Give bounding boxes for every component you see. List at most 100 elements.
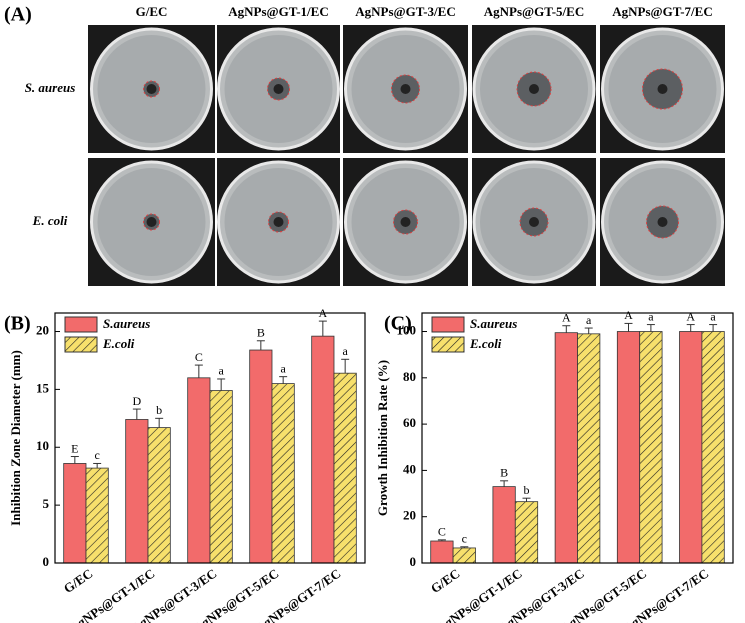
row-label: S. aureus [25,80,76,95]
error-bar [584,327,593,334]
plot-frame [421,312,734,564]
y-axis-label: Inhibition Zone Diameter (mm) [8,350,23,526]
legend-label: S.aureus [103,316,150,331]
legend-swatch [431,316,465,333]
error-bar [194,364,203,378]
bar [271,383,295,564]
bar [616,331,641,564]
bar [147,427,171,564]
bar [679,331,703,564]
significance-label: a [218,364,224,378]
error-bar [341,358,350,374]
panel-label: (B) [4,313,31,335]
significance-label: A [686,309,695,323]
column-label: AgNPs@GT-1/EC [228,4,328,19]
significance-label: C [438,525,446,539]
y-tick-label: 0 [43,554,50,569]
panel-label: (A) [4,4,32,26]
sample-well [273,217,284,227]
y-tick-label: 80 [403,369,416,384]
y-tick-label: 60 [403,415,416,430]
significance-label: D [133,394,142,408]
error-bar [646,324,655,332]
significance-label: B [500,466,508,480]
bar [85,467,109,564]
bar [333,372,357,564]
significance-label: A [624,308,633,322]
y-tick-label: 5 [43,496,50,511]
error-bar [132,408,141,420]
sample-well [657,84,668,94]
error-bar [500,480,509,487]
sample-well [273,84,284,94]
bar [554,332,578,564]
y-tick-label: 40 [403,461,416,476]
y-tick-label: 10 [36,438,49,453]
bar [311,335,335,564]
row-label: E. coli [32,213,68,228]
legend-swatch [431,336,465,353]
y-tick-label: 20 [403,508,416,523]
error-bar [217,378,226,391]
bar [249,349,273,564]
error-bar [624,322,633,332]
x-tick-label: G/EC [428,566,463,597]
bar [514,501,539,564]
error-bar [562,325,571,333]
bar [701,331,725,564]
significance-label: C [195,350,203,364]
column-label: AgNPs@GT-5/EC [484,4,584,19]
y-tick-label: 15 [36,380,50,395]
significance-label: A [562,310,571,324]
significance-label: B [257,326,265,340]
significance-label: b [156,403,162,417]
error-bar [709,324,718,332]
significance-label: c [94,448,99,462]
bar [492,486,516,564]
sample-well [529,84,539,94]
y-tick-label: 0 [410,554,417,569]
legend-swatch [64,336,98,353]
y-tick-label: 100 [397,323,417,338]
significance-label: a [586,313,592,327]
bar [63,463,87,564]
sample-well [529,217,539,227]
bar [452,547,476,564]
legend-label: E.coli [469,336,502,351]
error-bar [522,497,531,502]
bar [639,331,663,564]
error-bar [279,376,288,384]
significance-label: a [710,309,716,323]
y-axis-label: Growth Inhibition Rate (%) [375,360,390,516]
plot-frame [54,312,366,564]
column-label: AgNPs@GT-7/EC [612,4,712,19]
error-bar [93,462,102,469]
bar [209,390,233,564]
sample-well [400,84,411,94]
significance-label: c [462,532,467,546]
bar [125,419,149,564]
column-label: G/EC [136,4,168,19]
significance-label: E [71,441,78,455]
sample-well [146,84,157,94]
y-tick-label: 20 [36,323,49,338]
legend-swatch [64,316,98,333]
error-bar [155,417,164,428]
bar [430,540,454,564]
error-bar [460,546,469,548]
bar [577,333,601,564]
error-bar [437,539,446,542]
bar [187,377,211,564]
panel-label: (C) [384,313,412,335]
error-bar [256,340,265,351]
error-bar [70,456,79,464]
sample-well [657,217,668,227]
x-tick-label: G/EC [61,566,96,597]
significance-label: a [648,309,654,323]
sample-well [400,217,411,227]
legend-label: S.aureus [470,316,517,331]
significance-label: a [280,361,286,375]
significance-label: a [342,344,348,358]
column-label: AgNPs@GT-3/EC [355,4,455,19]
